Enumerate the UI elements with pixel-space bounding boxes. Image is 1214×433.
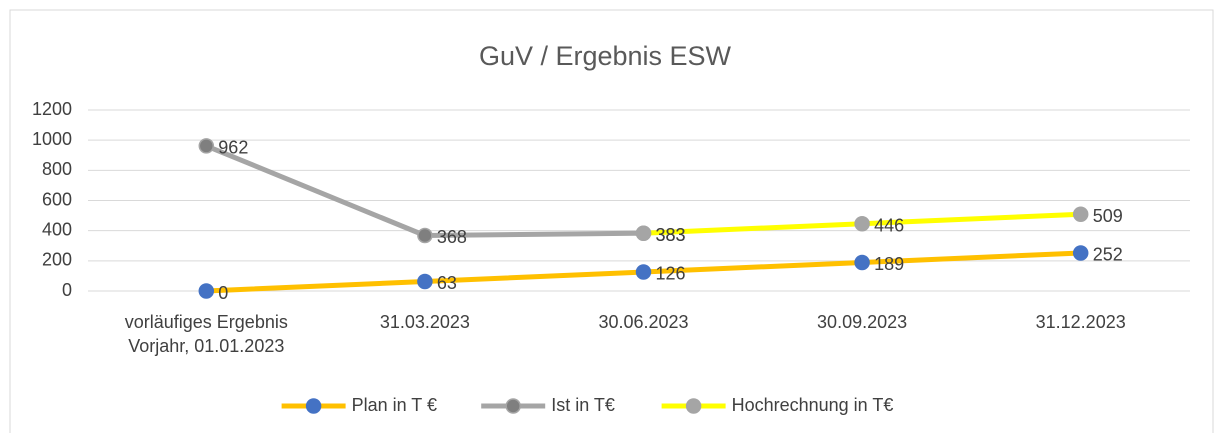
data-label: 252 [1093, 245, 1123, 265]
data-point [1072, 206, 1089, 222]
y-tick-label: 1000 [32, 129, 72, 149]
data-label: 383 [656, 225, 686, 245]
y-tick-label: 800 [42, 159, 72, 179]
x-tick-label: 31.03.2023 [379, 312, 470, 332]
data-point [854, 254, 870, 271]
data-point [635, 264, 652, 280]
data-label: 446 [874, 215, 904, 235]
data-label: 0 [218, 283, 228, 303]
y-tick-label: 1200 [32, 99, 72, 119]
data-label: 383 [656, 225, 686, 245]
data-point [198, 283, 215, 299]
data-point [854, 215, 870, 232]
data-label: 509 [1093, 206, 1123, 226]
x-tick-label: vorläufiges Ergebnis Vorjahr, 01.01.2023 [124, 312, 288, 356]
data-point [417, 273, 433, 290]
series-line [205, 143, 644, 238]
legend-marker [685, 398, 702, 414]
x-tick-label: 30.09.2023 [817, 312, 908, 332]
data-label: 189 [874, 254, 904, 274]
data-label: 63 [437, 273, 457, 293]
legend-label: Hochrechnung in T€ [732, 395, 894, 415]
data-point [635, 225, 652, 241]
x-tick-label: 30.06.2023 [598, 312, 689, 332]
data-point [198, 138, 215, 154]
data-label: 962 [218, 138, 248, 158]
y-tick-label: 400 [42, 219, 72, 239]
x-tick-label: 31.12.2023 [1035, 312, 1126, 332]
legend-marker [505, 398, 521, 414]
data-point [417, 227, 433, 244]
legend-label: Ist in T€ [551, 395, 615, 415]
data-point [1072, 245, 1089, 261]
data-label: 126 [656, 264, 686, 284]
legend-label: Plan in T € [352, 395, 437, 415]
legend-marker [305, 398, 322, 414]
y-tick-label: 600 [42, 189, 72, 209]
data-label: 368 [437, 227, 467, 247]
chart-frame [9, 9, 1214, 433]
chart-title: GuV / Ergebnis ESW [479, 41, 732, 71]
y-tick-label: 0 [62, 280, 72, 300]
y-tick-label: 200 [42, 250, 72, 270]
